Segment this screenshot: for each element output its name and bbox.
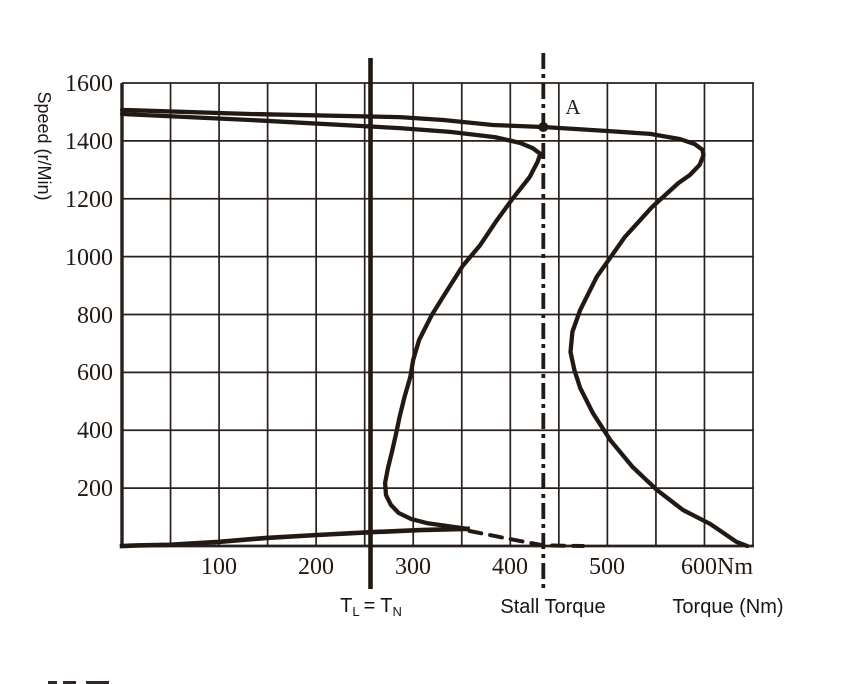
y-tick-400: 400: [77, 418, 113, 444]
x-tick-400: 400: [492, 554, 528, 580]
x-tick-200: 200: [298, 554, 334, 580]
y-tick-1000: 1000: [65, 245, 113, 271]
y-tick-1600: 1600: [65, 71, 113, 97]
marker-lines: [368, 53, 549, 589]
point-a-label: A: [565, 95, 581, 119]
y-tick-800: 800: [77, 303, 113, 329]
curves: [119, 107, 750, 549]
x-tick-labels: 100 200 300 400 500 600Nm: [201, 554, 753, 580]
rated-torque-label: TL = TN: [340, 595, 402, 619]
y-tick-600: 600: [77, 360, 113, 386]
curve-limited-characteristic-lower-branch: [119, 526, 470, 549]
grid: [120, 82, 754, 548]
x-axis-title: Torque (Nm): [672, 596, 783, 618]
x-tick-600nm: 600Nm: [681, 554, 753, 580]
stall-torque-label: Stall Torque: [500, 596, 605, 618]
y-tick-labels: 200 400 600 800 1000 1200 1400 1600: [65, 71, 113, 502]
cutoff-mark: [63, 681, 76, 684]
cutoff-mark: [48, 681, 57, 684]
cutoff-mark: [86, 681, 109, 684]
y-tick-1400: 1400: [65, 129, 113, 155]
x-tick-100: 100: [201, 554, 237, 580]
x-tick-500: 500: [589, 554, 625, 580]
curve-dashed-extension-to-stall-point: [467, 529, 586, 548]
curve-motor-natural-characteristic: [119, 107, 750, 549]
point-a-dot: [538, 121, 549, 132]
x-tick-300: 300: [395, 554, 431, 580]
y-axis-title: Speed (r/Min): [34, 91, 54, 200]
y-tick-200: 200: [77, 476, 113, 502]
curve-limited-characteristic-upper-branch: [119, 111, 543, 532]
y-tick-1200: 1200: [65, 187, 113, 213]
